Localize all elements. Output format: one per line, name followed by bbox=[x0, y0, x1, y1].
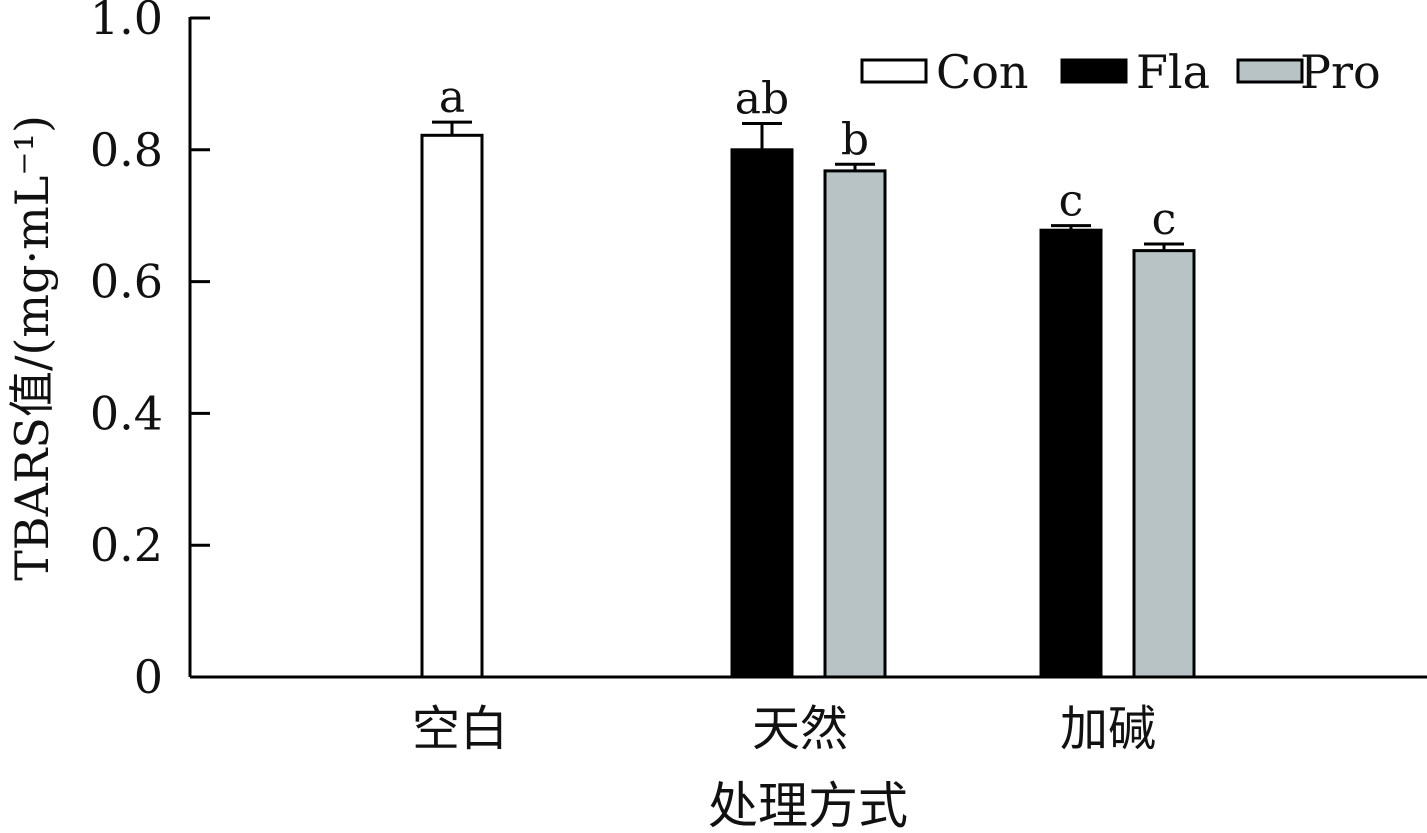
y-tick-label: 0.6 bbox=[90, 255, 163, 309]
legend-label-fla: Fla bbox=[1136, 45, 1210, 99]
y-tick-label: 0.4 bbox=[90, 386, 163, 440]
bar-con bbox=[420, 133, 484, 679]
y-tick-label: 0 bbox=[134, 650, 163, 704]
bar-fla bbox=[730, 148, 794, 679]
x-category-label: 天然 bbox=[752, 701, 848, 757]
legend-swatch-con bbox=[860, 58, 928, 84]
legend: Con Fla Pro bbox=[860, 45, 1381, 99]
bar-pro bbox=[1132, 249, 1196, 679]
y-tick-label: 0.8 bbox=[90, 123, 163, 177]
bar-pro bbox=[823, 169, 887, 679]
significance-label: ab bbox=[735, 73, 789, 124]
axes bbox=[188, 16, 1427, 679]
bars bbox=[420, 120, 1196, 679]
legend-label-con: Con bbox=[936, 45, 1029, 99]
significance-label: c bbox=[1059, 176, 1084, 227]
significance-label: b bbox=[841, 114, 869, 165]
x-axis-title: 处理方式 bbox=[708, 777, 908, 833]
legend-swatch-pro bbox=[1236, 58, 1304, 84]
bar-fla bbox=[1039, 228, 1103, 679]
x-category-label: 加碱 bbox=[1060, 701, 1156, 757]
legend-swatch-fla bbox=[1060, 58, 1128, 84]
y-tick-label: 1.0 bbox=[90, 0, 163, 45]
significance-label: c bbox=[1152, 194, 1177, 245]
x-category-label: 空白 bbox=[412, 701, 508, 757]
legend-label-pro: Pro bbox=[1300, 45, 1381, 99]
y-axis-title: TBARS值/(mg·mL⁻¹) bbox=[5, 115, 59, 581]
y-tick-label: 0.2 bbox=[90, 518, 163, 572]
significance-label: a bbox=[439, 72, 465, 123]
